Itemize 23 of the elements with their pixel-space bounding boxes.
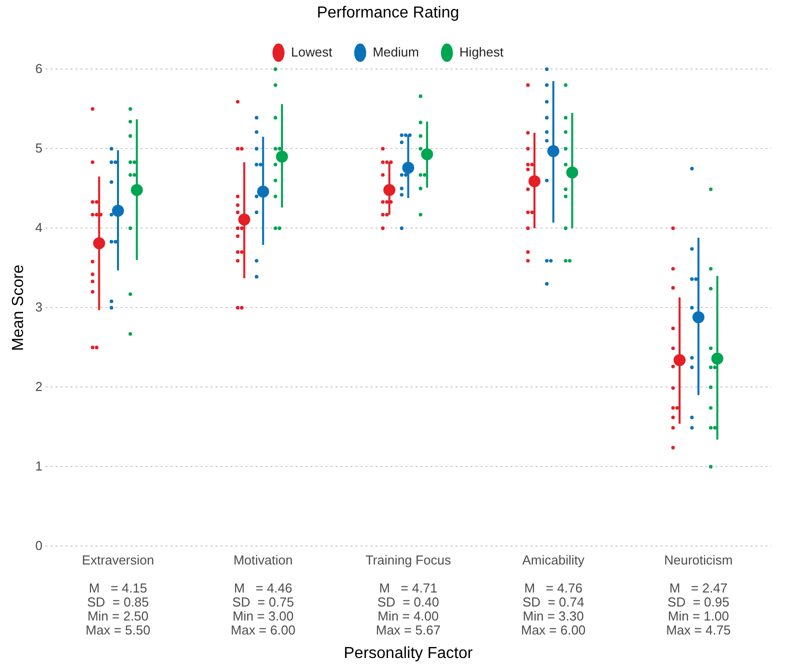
- x-tick-label: Extraversion: [82, 552, 154, 568]
- text: M = 4.76 SD = 0.74 Min = 3.30 Max = 6.00: [520, 580, 586, 638]
- y-tick-label: 3: [35, 299, 42, 314]
- x-tick-label: Neuroticism: [664, 552, 733, 568]
- x-tick-label: Training Focus: [365, 552, 452, 568]
- legend-title: Performance Rating: [316, 4, 460, 22]
- legend-label: Highest: [459, 44, 504, 60]
- text: M = 4.15 SD = 0.85 Min = 2.50 Max = 5.50: [86, 580, 150, 638]
- legend-label: Lowest: [291, 44, 333, 60]
- y-tick-label: 4: [35, 220, 42, 235]
- text: M = 2.47 SD = 0.95 Min = 1.00 Max = 4.75: [666, 580, 731, 638]
- x-tick-label: Motivation: [233, 552, 293, 568]
- y-tick-label: 0: [35, 538, 42, 553]
- y-axis-title: Mean Score: [10, 264, 28, 351]
- x-axis-title: Personality Factor: [344, 644, 474, 662]
- y-tick-label: 2: [35, 378, 42, 394]
- y-tick-label: 6: [35, 60, 42, 76]
- text: M = 4.71 SD = 0.40 Min = 4.00 Max = 5.67: [376, 580, 441, 638]
- y-tick-label: 1: [35, 458, 42, 474]
- legend-label: Medium: [372, 44, 419, 60]
- y-tick-label: 5: [35, 140, 42, 156]
- x-tick-label: Amicability: [522, 552, 585, 568]
- text: M = 4.46 SD = 0.75 Min = 3.00 Max = 6.00: [230, 580, 296, 638]
